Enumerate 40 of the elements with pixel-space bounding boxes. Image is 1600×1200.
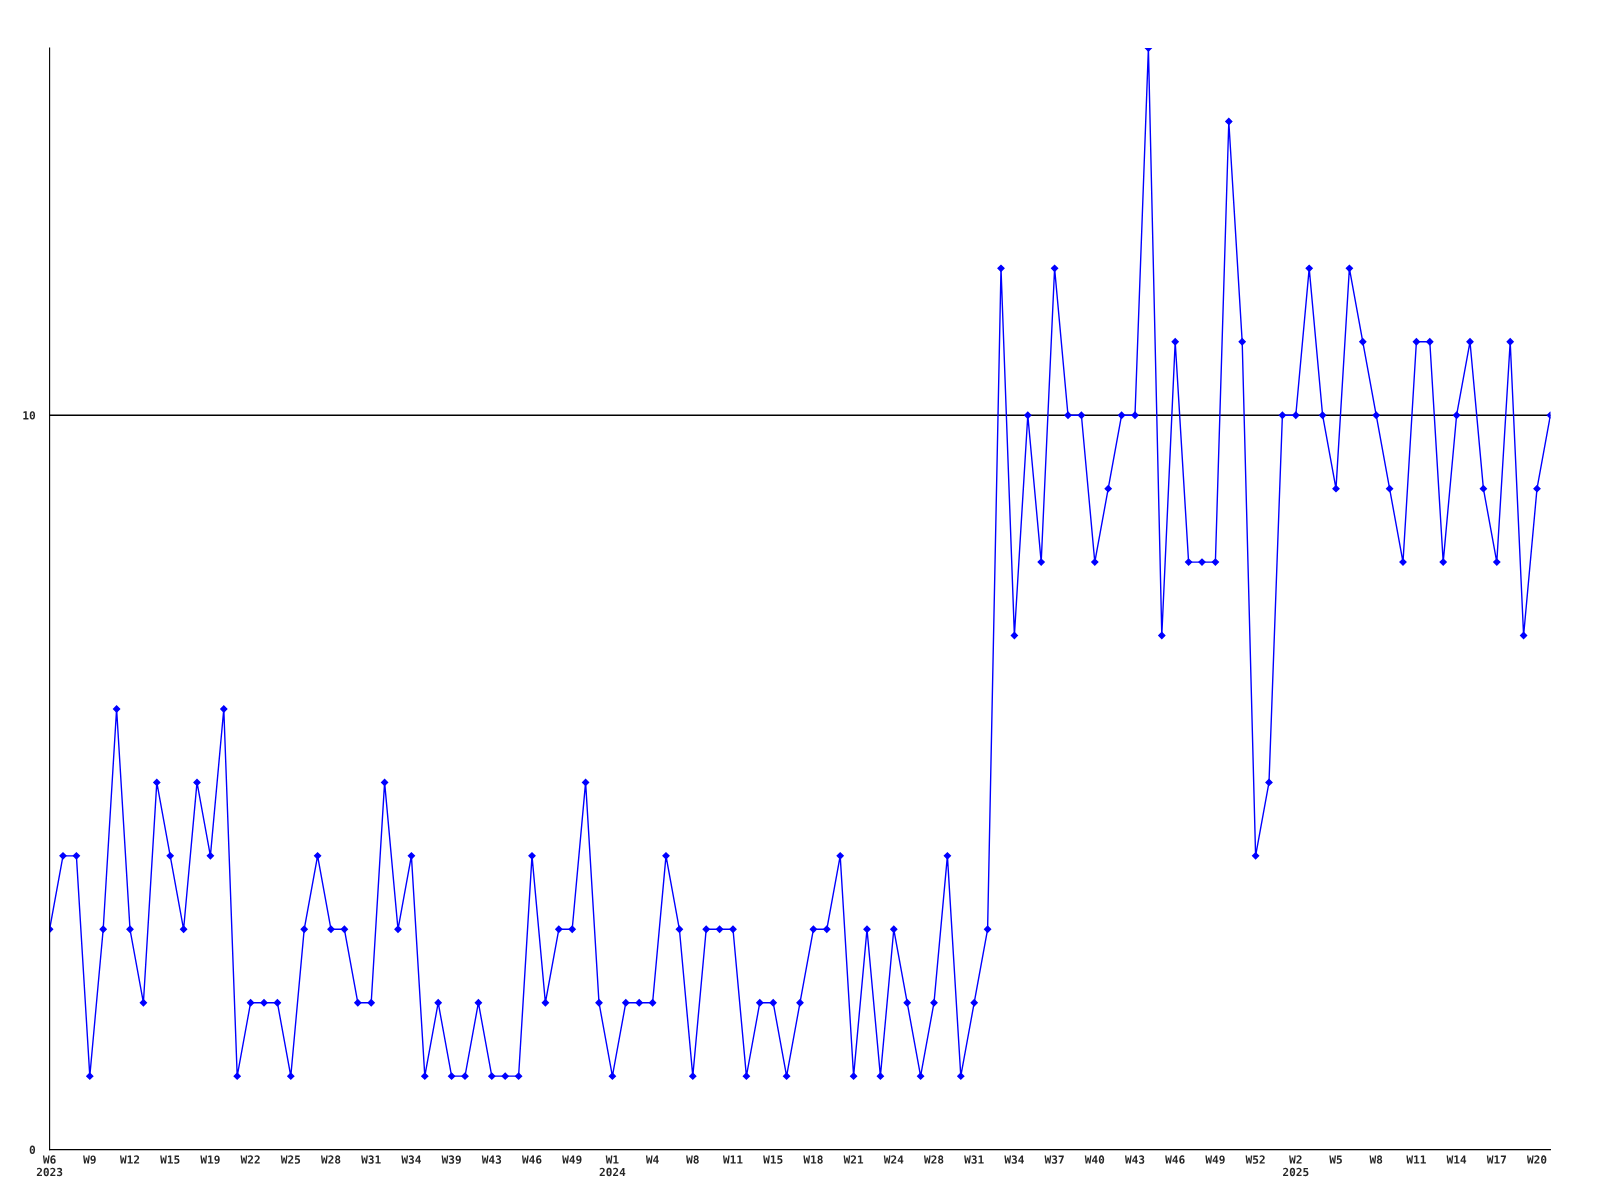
x-tick-label: W28 [320,1155,341,1164]
x-tick-label: W49 [1205,1155,1225,1164]
x-tick-label: W20 [1526,1155,1547,1164]
x-tick-label: W43 [481,1155,502,1164]
x-tick-label: W37 [1044,1155,1064,1164]
y-tick-label: 10 [23,411,36,420]
x-tick-label: W34 [401,1155,421,1164]
x-tick-label: W43 [1124,1155,1145,1164]
x-tick-label: W31 [361,1155,381,1164]
x-tick-label: W5 [1329,1155,1342,1164]
x-tick-label: W18 [803,1155,823,1164]
x-tick-label: W6 2023 [36,1155,63,1177]
x-tick-label: W28 [923,1155,944,1164]
x-tick-label: W1 2024 [599,1155,626,1177]
x-tick-label: W49 [562,1155,582,1164]
x-tick-label: W2 2025 [1283,1155,1309,1177]
x-tick-label: W11 [722,1155,743,1164]
x-tick-label: W24 [883,1155,904,1164]
x-tick-label: W34 [1004,1155,1024,1164]
x-tick-label: W15 [763,1155,783,1164]
x-tick-label: W8 [686,1155,699,1164]
x-tick-label: W39 [441,1155,461,1164]
x-tick-label: W40 [1084,1155,1105,1164]
x-tick-label: W9 [83,1155,96,1164]
x-tick-label: W8 [1369,1155,1383,1164]
y-tick-label: 0 [29,1145,36,1154]
x-tick-label: W11 [1406,1155,1426,1164]
x-tick-label: W4 [645,1155,659,1164]
x-tick-label: W17 [1486,1155,1506,1164]
x-tick-label: W19 [200,1155,220,1164]
x-tick-label: W15 [160,1155,180,1164]
x-tick-label: W46 [521,1155,542,1164]
x-tick-label: W25 [280,1155,301,1164]
x-tick-label: W14 [1446,1155,1467,1164]
x-tick-label: W46 [1165,1155,1185,1164]
x-tick-label: W31 [964,1155,984,1164]
x-tick-label: W21 [843,1155,864,1164]
x-tick-label: W22 [240,1155,260,1164]
x-tick-label: W12 [119,1155,140,1164]
x-tick-label: W52 [1245,1155,1265,1164]
